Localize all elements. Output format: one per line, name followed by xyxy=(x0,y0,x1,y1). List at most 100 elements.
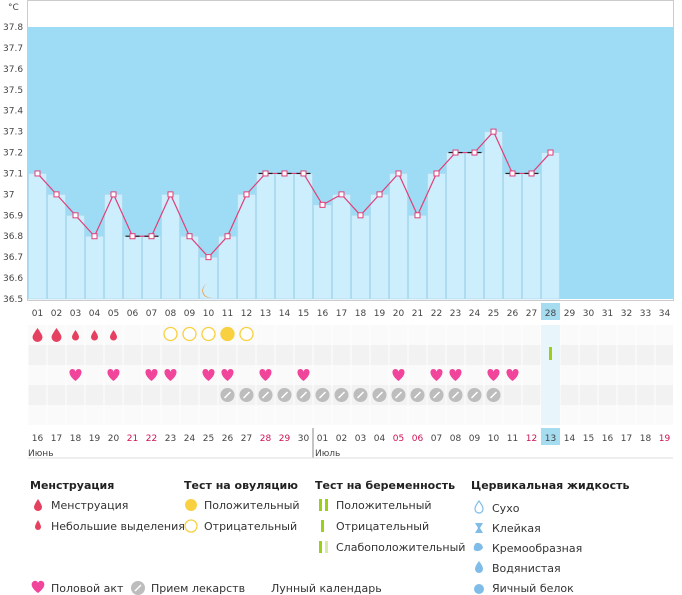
temperature-point[interactable] xyxy=(243,191,250,198)
temperature-point[interactable] xyxy=(395,170,402,177)
intercourse-heart[interactable] xyxy=(449,369,462,381)
temperature-bar[interactable] xyxy=(28,173,47,300)
intercourse-heart[interactable] xyxy=(487,369,500,381)
intercourse-heart[interactable] xyxy=(506,369,519,381)
menstruation-drop[interactable] xyxy=(51,328,62,342)
legend-pregnancy-title: Тест на беременность xyxy=(315,479,455,492)
medication-pill-mark xyxy=(337,391,346,399)
intercourse-heart[interactable] xyxy=(221,369,234,381)
intercourse-heart[interactable] xyxy=(145,369,158,381)
cycle-day-label: 11 xyxy=(222,309,233,319)
intercourse-heart[interactable] xyxy=(202,369,215,381)
temperature-point[interactable] xyxy=(186,233,193,240)
temperature-bar[interactable] xyxy=(218,235,237,300)
temperature-bar[interactable] xyxy=(389,173,408,300)
temperature-point[interactable] xyxy=(224,233,231,240)
temperature-point[interactable] xyxy=(414,212,421,219)
temperature-point[interactable] xyxy=(547,149,554,156)
legend-cervical-title: Цервикальная жидкость xyxy=(471,479,629,492)
ovulation-test-marker[interactable] xyxy=(239,326,254,342)
temperature-bar[interactable] xyxy=(66,215,85,300)
menstruation-drop[interactable] xyxy=(32,328,43,342)
cycle-day-label: 19 xyxy=(374,309,386,319)
cycle-day-label: 34 xyxy=(659,309,671,319)
temperature-point[interactable] xyxy=(262,170,269,177)
temperature-point[interactable] xyxy=(72,212,79,219)
temperature-bar[interactable] xyxy=(522,173,541,300)
temperature-point[interactable] xyxy=(509,170,516,177)
temperature-bar[interactable] xyxy=(47,194,66,300)
menstruation-drop[interactable] xyxy=(72,330,79,341)
legend-menstruation-title: Менструация xyxy=(30,479,114,492)
temperature-point[interactable] xyxy=(205,254,212,261)
cycle-day-label: 30 xyxy=(583,309,595,319)
intercourse-heart[interactable] xyxy=(297,369,310,381)
ovulation-test-marker[interactable] xyxy=(163,326,178,342)
temperature-bar[interactable] xyxy=(199,256,218,300)
temperature-point[interactable] xyxy=(148,233,155,240)
temperature-point[interactable] xyxy=(129,233,136,240)
temperature-point[interactable] xyxy=(471,149,478,156)
temperature-point[interactable] xyxy=(91,233,98,240)
date-label: 18 xyxy=(640,434,652,444)
date-label: 06 xyxy=(412,434,424,444)
intercourse-heart[interactable] xyxy=(107,369,120,381)
menstruation-drop[interactable] xyxy=(91,330,98,341)
temperature-bar[interactable] xyxy=(294,173,313,300)
temperature-point[interactable] xyxy=(34,170,41,177)
temperature-point[interactable] xyxy=(167,191,174,198)
ovulation-test-marker[interactable] xyxy=(220,326,235,342)
temperature-point[interactable] xyxy=(528,170,535,177)
temperature-bar[interactable] xyxy=(332,194,351,300)
temperature-point[interactable] xyxy=(357,212,364,219)
temperature-point[interactable] xyxy=(300,170,307,177)
temperature-bar[interactable] xyxy=(161,194,180,300)
temperature-bar[interactable] xyxy=(465,152,484,300)
temperature-bar[interactable] xyxy=(446,152,465,300)
temperature-bar[interactable] xyxy=(237,194,256,300)
temperature-bar[interactable] xyxy=(180,235,199,300)
temperature-bar[interactable] xyxy=(313,204,332,300)
legend-cervical-sticky: Клейкая xyxy=(492,522,541,535)
temperature-bar[interactable] xyxy=(408,215,427,300)
cycle-day-label: 14 xyxy=(279,309,291,319)
pregnancy-test-marker[interactable] xyxy=(549,347,552,360)
temperature-point[interactable] xyxy=(338,191,345,198)
date-label: 20 xyxy=(108,434,120,444)
temperature-bar[interactable] xyxy=(541,152,560,300)
dry-icon xyxy=(474,500,484,514)
temperature-bar[interactable] xyxy=(85,235,104,300)
temperature-point[interactable] xyxy=(281,170,288,177)
creamy-icon xyxy=(473,542,483,552)
temperature-point[interactable] xyxy=(110,191,117,198)
intercourse-heart[interactable] xyxy=(392,369,405,381)
temperature-bar[interactable] xyxy=(370,194,389,300)
temperature-point[interactable] xyxy=(490,128,497,135)
temperature-point[interactable] xyxy=(376,191,383,198)
temperature-bar[interactable] xyxy=(351,215,370,300)
temperature-bar[interactable] xyxy=(104,194,123,300)
temperature-point[interactable] xyxy=(452,149,459,156)
intercourse-heart[interactable] xyxy=(430,369,443,381)
intercourse-heart[interactable] xyxy=(259,369,272,381)
temperature-point[interactable] xyxy=(319,201,326,208)
date-label: 18 xyxy=(70,434,82,444)
ovulation-test-marker[interactable] xyxy=(201,326,216,342)
temperature-bar[interactable] xyxy=(484,131,503,300)
y-tick-label: 37.4 xyxy=(3,107,23,117)
temperature-point[interactable] xyxy=(53,191,60,198)
temperature-point[interactable] xyxy=(433,170,440,177)
temperature-bar[interactable] xyxy=(275,173,294,300)
date-labels: 16 17 18 19 20 21 22 23 24 25 26 27 28 29 30 01 02 03 04 05… xyxy=(28,428,673,459)
intercourse-heart[interactable] xyxy=(164,369,177,381)
pill-icon-mark xyxy=(134,584,142,592)
menstruation-drop[interactable] xyxy=(110,330,117,341)
temperature-bar[interactable] xyxy=(427,173,446,300)
y-tick-label: 37.2 xyxy=(3,149,23,159)
temperature-bar[interactable] xyxy=(503,173,522,300)
temperature-bar[interactable] xyxy=(142,235,161,300)
temperature-bar[interactable] xyxy=(123,235,142,300)
intercourse-heart[interactable] xyxy=(69,369,82,381)
ovulation-test-marker[interactable] xyxy=(182,326,197,342)
temperature-bar[interactable] xyxy=(256,173,275,300)
